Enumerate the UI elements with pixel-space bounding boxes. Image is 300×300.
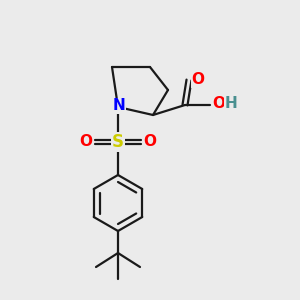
Text: O: O bbox=[191, 73, 205, 88]
Text: O: O bbox=[143, 134, 157, 149]
Text: S: S bbox=[112, 133, 124, 151]
Text: O: O bbox=[80, 134, 92, 149]
Text: H: H bbox=[225, 97, 237, 112]
Text: N: N bbox=[112, 98, 125, 113]
Text: O: O bbox=[212, 97, 226, 112]
